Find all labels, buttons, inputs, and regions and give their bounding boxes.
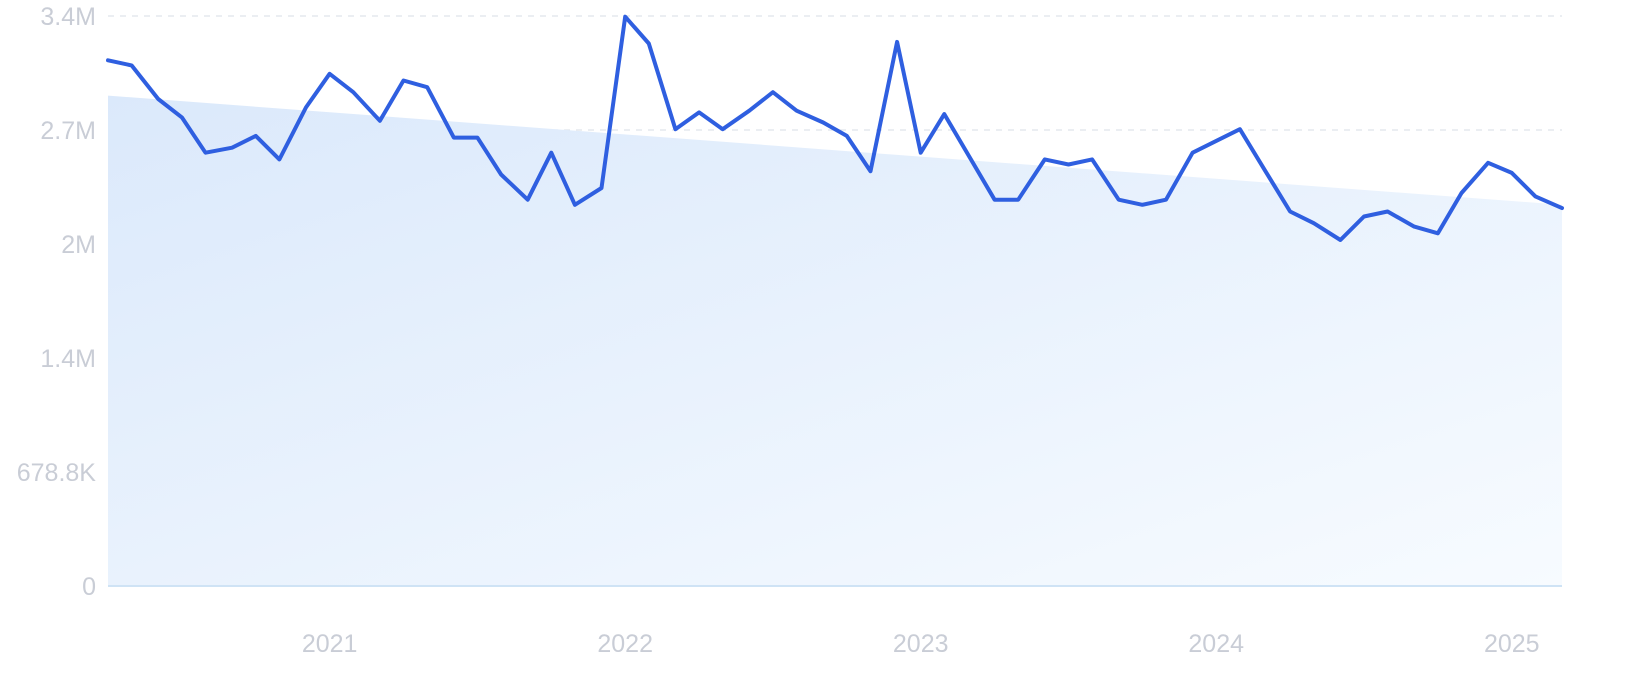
x-tick-label: 2022 — [597, 630, 653, 658]
x-tick-label: 2021 — [302, 630, 358, 658]
y-tick-label: 3.4M — [40, 3, 96, 31]
x-tick-label: 2023 — [893, 630, 949, 658]
x-tick-label: 2024 — [1188, 630, 1244, 658]
x-axis-tick-labels: 2021 2022 2023 2024 2025 — [302, 630, 1540, 658]
y-axis-tick-labels: 0 678.8K 1.4M 2M 2.7M 3.4M — [17, 3, 97, 601]
y-tick-label: 1.4M — [40, 345, 96, 373]
y-tick-label: 678.8K — [17, 459, 97, 487]
trend-area — [108, 95, 1562, 586]
y-tick-label: 2.7M — [40, 117, 96, 145]
x-tick-label: 2025 — [1484, 630, 1540, 658]
series-line — [106, 14, 1564, 242]
y-tick-label: 2M — [61, 231, 96, 259]
y-tick-label: 0 — [82, 573, 96, 601]
